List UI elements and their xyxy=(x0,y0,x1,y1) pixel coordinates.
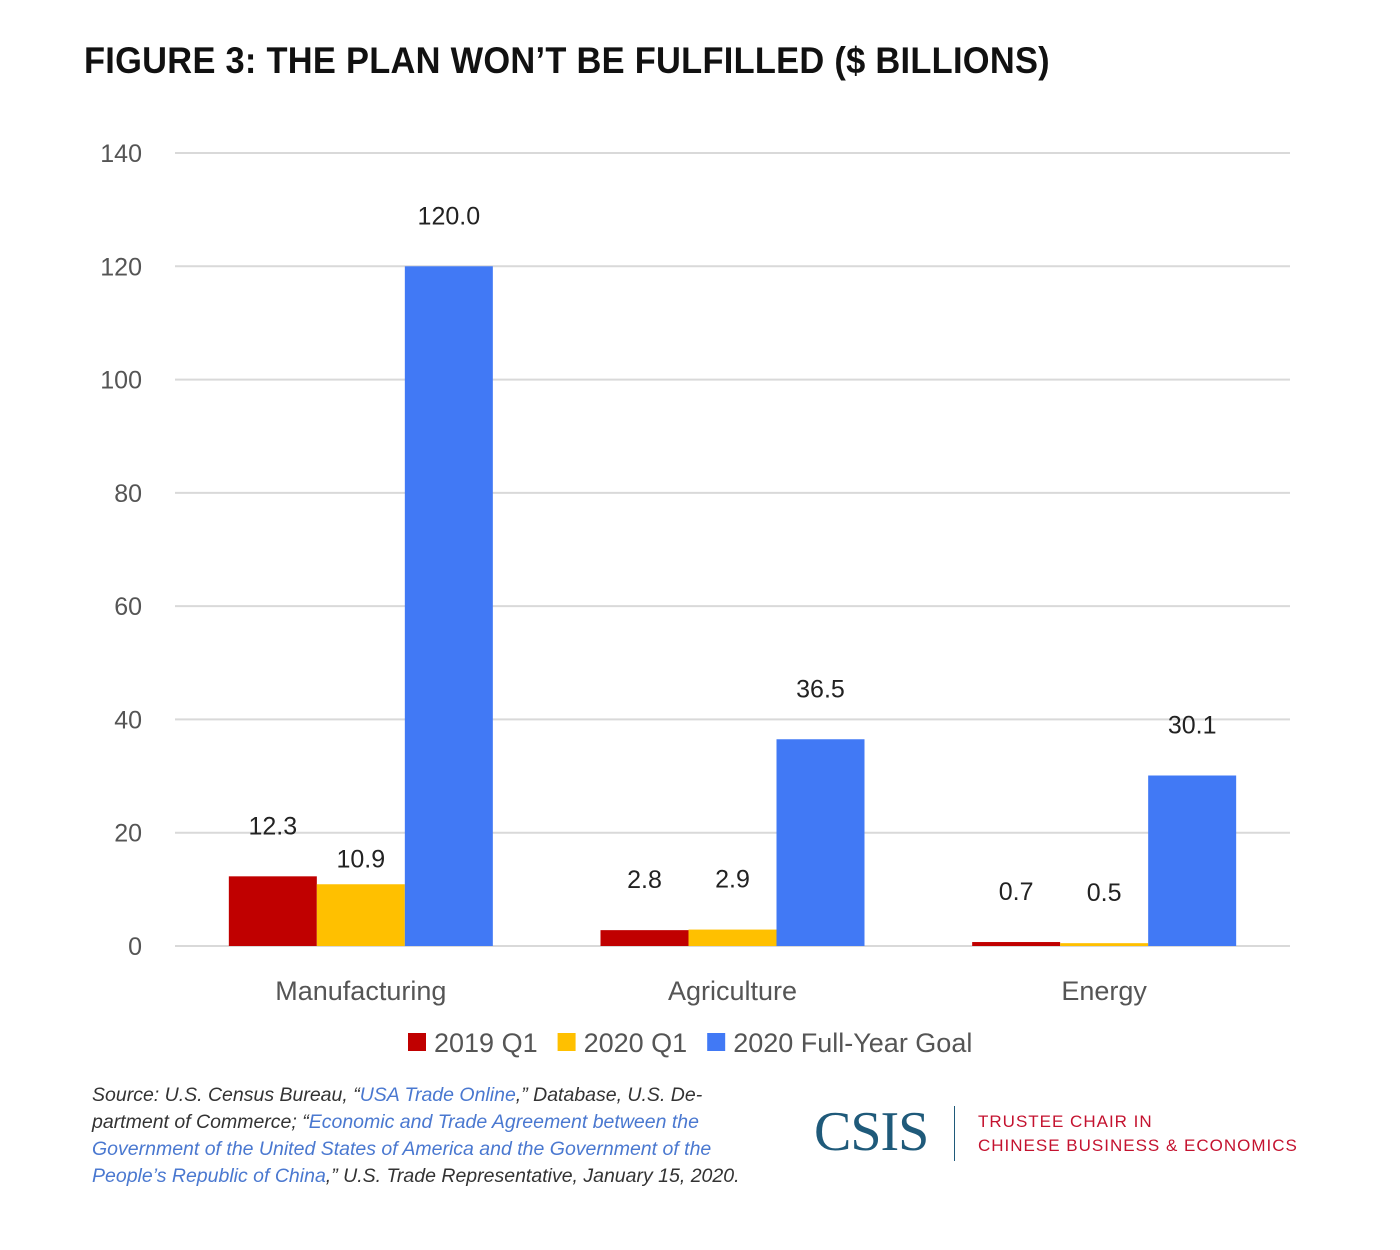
legend-label: 2020 Full-Year Goal xyxy=(733,1028,972,1058)
source-part-2: ,” Database, U.S. De-partment of Commerc… xyxy=(92,1084,703,1133)
source-link-usa-trade-online[interactable]: USA Trade Online xyxy=(359,1084,516,1106)
data-label: 12.3 xyxy=(248,812,297,840)
source-part-4: ,” U.S. Trade Representative, January 15… xyxy=(325,1165,740,1187)
data-label: 0.7 xyxy=(999,878,1034,906)
x-category-label: Energy xyxy=(1061,976,1147,1006)
source-link-trade-agreement[interactable]: Economic and Trade Agreement between the… xyxy=(92,1111,712,1187)
bar xyxy=(404,266,493,946)
csis-logo: CSIS xyxy=(814,1101,929,1163)
bar xyxy=(776,739,865,946)
x-category-label: Manufacturing xyxy=(275,976,446,1006)
chart-title: FIGURE 3: THE PLAN WON’T BE FULFILLED ($… xyxy=(84,40,1050,81)
bar xyxy=(316,884,405,946)
bar xyxy=(688,929,777,946)
bar xyxy=(600,930,689,946)
data-label: 2.9 xyxy=(715,866,750,894)
data-label: 0.5 xyxy=(1087,879,1122,907)
trustee-chair-label: TRUSTEE CHAIR IN CHINESE BUSINESS & ECON… xyxy=(978,1110,1298,1158)
legend-swatch xyxy=(408,1033,426,1051)
y-tick-label: 140 xyxy=(100,140,142,168)
data-label: 30.1 xyxy=(1168,712,1217,740)
y-tick-label: 0 xyxy=(128,933,142,961)
chair-line-2: CHINESE BUSINESS & ECONOMICS xyxy=(978,1136,1298,1155)
bar xyxy=(228,876,317,946)
data-label: 36.5 xyxy=(796,675,845,703)
data-label: 10.9 xyxy=(336,845,385,873)
y-tick-label: 120 xyxy=(100,253,142,281)
data-label: 2.8 xyxy=(627,866,662,894)
y-tick-label: 20 xyxy=(114,820,142,848)
legend-swatch xyxy=(707,1033,726,1051)
chair-line-1: TRUSTEE CHAIR IN xyxy=(978,1112,1153,1131)
bar-chart: 0 20 40 60 80 100 120 140 Manufacturing 12.3 10.9 1… xyxy=(100,140,1290,1058)
data-label: 120.0 xyxy=(418,202,481,230)
bar xyxy=(1148,775,1237,946)
y-tick-label: 100 xyxy=(100,367,142,395)
x-category-label: Agriculture xyxy=(668,976,797,1006)
source-note: Source: U.S. Census Bureau, “USA Trade O… xyxy=(92,1082,752,1190)
y-tick-label: 80 xyxy=(114,480,142,508)
bar xyxy=(1060,943,1149,946)
y-tick-label: 40 xyxy=(114,706,142,734)
bar xyxy=(972,942,1061,946)
logo-divider xyxy=(954,1106,955,1161)
legend-label: 2019 Q1 xyxy=(434,1028,538,1058)
y-tick-label: 60 xyxy=(114,593,142,621)
legend-swatch xyxy=(557,1033,576,1051)
legend-label: 2020 Q1 xyxy=(584,1028,688,1058)
source-part-0: Source: U.S. Census Bureau, “ xyxy=(92,1084,360,1106)
